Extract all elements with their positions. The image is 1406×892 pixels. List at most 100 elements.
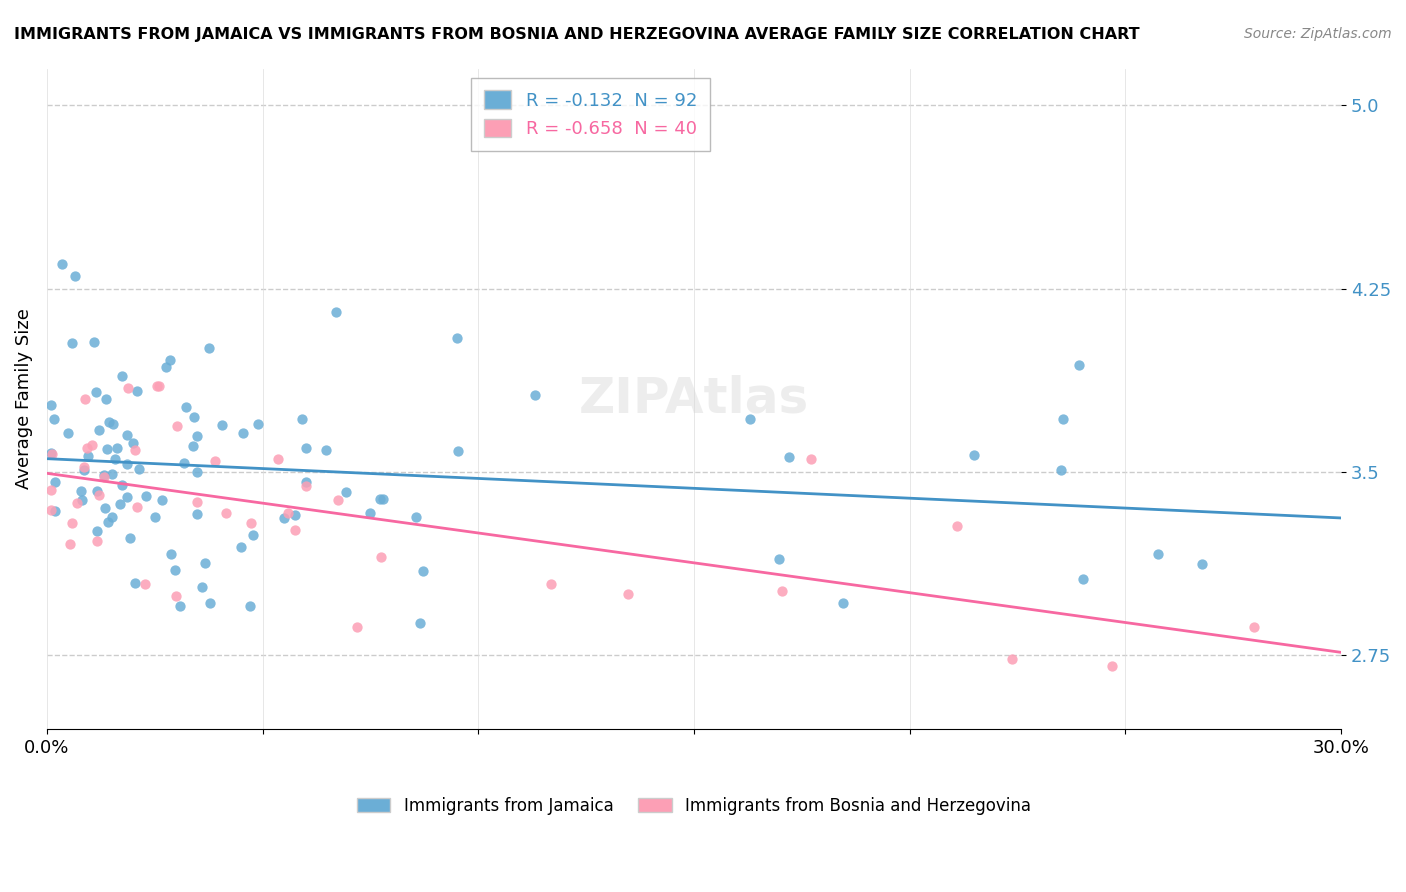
Point — [186, 508, 208, 522]
Point — [44, 475, 66, 490]
Point — [295, 475, 318, 489]
Point — [267, 451, 290, 466]
Point — [59, 537, 82, 551]
Point — [101, 467, 124, 482]
Point — [96, 442, 118, 457]
Point — [39, 503, 62, 517]
Point — [204, 454, 226, 468]
Point — [76, 442, 98, 456]
Point — [291, 412, 314, 426]
Point — [946, 519, 969, 533]
Point — [371, 491, 394, 506]
Point — [963, 448, 986, 462]
Point — [41, 448, 63, 462]
Point — [246, 417, 269, 431]
Point — [191, 580, 214, 594]
Point — [127, 384, 149, 398]
Point — [115, 428, 138, 442]
Point — [412, 564, 434, 578]
Y-axis label: Average Family Size: Average Family Size — [15, 309, 32, 489]
Point — [335, 484, 357, 499]
Point — [183, 410, 205, 425]
Point — [1146, 547, 1168, 561]
Point — [1067, 358, 1090, 372]
Point — [616, 587, 638, 601]
Point — [1001, 652, 1024, 666]
Point — [101, 417, 124, 431]
Point — [277, 506, 299, 520]
Point — [174, 400, 197, 414]
Point — [738, 411, 761, 425]
Text: Source: ZipAtlas.com: Source: ZipAtlas.com — [1244, 27, 1392, 41]
Point — [197, 341, 219, 355]
Point — [75, 392, 97, 406]
Point — [86, 483, 108, 498]
Point — [1071, 572, 1094, 586]
Point — [60, 336, 83, 351]
Point — [110, 368, 132, 383]
Text: ZIPAtlas: ZIPAtlas — [579, 375, 808, 423]
Point — [69, 483, 91, 498]
Point — [523, 388, 546, 402]
Point — [325, 305, 347, 319]
Point — [155, 360, 177, 375]
Point — [446, 330, 468, 344]
Point — [159, 353, 181, 368]
Point — [134, 577, 156, 591]
Point — [198, 596, 221, 610]
Point — [93, 500, 115, 515]
Point — [186, 495, 208, 509]
Point — [108, 497, 131, 511]
Point — [283, 508, 305, 522]
Point — [66, 496, 89, 510]
Point — [51, 257, 73, 271]
Point — [194, 556, 217, 570]
Point — [768, 552, 790, 566]
Point — [97, 515, 120, 529]
Point — [273, 511, 295, 525]
Point — [409, 615, 432, 630]
Point — [117, 382, 139, 396]
Point — [62, 516, 84, 530]
Point — [128, 462, 150, 476]
Point — [93, 470, 115, 484]
Point — [39, 446, 62, 460]
Point — [63, 269, 86, 284]
Point — [294, 441, 316, 455]
Point — [186, 465, 208, 479]
Point — [1101, 659, 1123, 673]
Point — [540, 576, 562, 591]
Point — [87, 488, 110, 502]
Point — [211, 417, 233, 432]
Point — [242, 528, 264, 542]
Point — [405, 510, 427, 524]
Point — [146, 379, 169, 393]
Point — [39, 483, 62, 497]
Point — [84, 385, 107, 400]
Point — [80, 438, 103, 452]
Point — [284, 523, 307, 537]
Point — [294, 479, 316, 493]
Point — [1191, 557, 1213, 571]
Point — [370, 550, 392, 565]
Point — [181, 439, 204, 453]
Point — [1049, 463, 1071, 477]
Point — [70, 493, 93, 508]
Point — [101, 510, 124, 524]
Point — [359, 506, 381, 520]
Point — [105, 442, 128, 456]
Point — [1052, 412, 1074, 426]
Point — [115, 490, 138, 504]
Point — [73, 460, 96, 475]
Point — [104, 451, 127, 466]
Point — [166, 419, 188, 434]
Point — [148, 379, 170, 393]
Point — [165, 563, 187, 577]
Point — [86, 524, 108, 539]
Point — [152, 493, 174, 508]
Point — [121, 436, 143, 450]
Point — [135, 489, 157, 503]
Point — [44, 504, 66, 518]
Point — [83, 334, 105, 349]
Point — [125, 500, 148, 515]
